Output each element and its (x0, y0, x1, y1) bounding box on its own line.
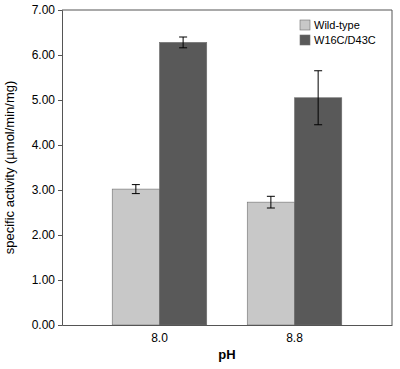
y-tick: 7.00 (32, 3, 62, 17)
bar (159, 42, 206, 325)
bar (295, 98, 342, 325)
y-tick: 6.00 (32, 48, 62, 62)
x-tick-label: 8.8 (286, 331, 303, 345)
x-tick: 8.8 (286, 331, 303, 345)
y-tick-label: 1.00 (32, 273, 56, 287)
y-tick-label: 7.00 (32, 3, 56, 17)
x-axis: 8.0 8.8 (63, 326, 393, 345)
y-tick-label: 0.00 (32, 318, 56, 332)
y-tick-label: 5.00 (32, 93, 56, 107)
y-tick-mark (58, 100, 62, 101)
y-tick-mark (58, 10, 62, 11)
y-tick: 1.00 (32, 273, 62, 287)
y-tick: 5.00 (32, 93, 62, 107)
y-tick: 2.00 (32, 228, 62, 242)
y-axis: 0.00 1.00 2.00 3.00 4.00 5.00 6.00 7.00 (32, 3, 63, 332)
y-tick-mark (58, 235, 62, 236)
x-axis-title: pH (218, 347, 235, 362)
bar-series (159, 37, 341, 325)
x-tick-label: 8.0 (151, 331, 168, 345)
y-tick-label: 6.00 (32, 48, 56, 62)
y-tick-mark (58, 190, 62, 191)
x-tick: 8.0 (151, 331, 168, 345)
y-tick-label: 2.00 (32, 228, 56, 242)
y-tick-mark (58, 325, 62, 326)
y-tick: 4.00 (32, 138, 62, 152)
legend-label: Wild-type (314, 19, 360, 31)
y-axis-title: specific activity (µmol/min/mg) (2, 81, 17, 255)
chart: 0.00 1.00 2.00 3.00 4.00 5.00 6.00 7.00 8.0 8.8 pH… (0, 0, 400, 369)
error-bar (179, 37, 187, 48)
y-axis-line (58, 11, 63, 326)
y-tick-label: 3.00 (32, 183, 56, 197)
bar (112, 189, 159, 325)
error-bar (314, 71, 322, 125)
y-tick: 0.00 (32, 318, 62, 332)
x-axis-line (63, 325, 393, 326)
legend-swatch (300, 35, 310, 45)
plot-frame (62, 10, 392, 325)
y-tick-mark (58, 145, 62, 146)
legend-swatch (300, 20, 310, 30)
legend-label: W16C/D43C (314, 34, 376, 46)
y-tick: 3.00 (32, 183, 62, 197)
bar (247, 202, 294, 325)
y-tick-mark (58, 55, 62, 56)
error-bar (267, 196, 275, 208)
legend-item: Wild-type (300, 19, 360, 31)
legend: Wild-type W16C/D43C (300, 19, 376, 46)
plot-area (112, 37, 342, 325)
y-tick-mark (58, 280, 62, 281)
error-bar (132, 185, 140, 194)
y-tick-label: 4.00 (32, 138, 56, 152)
legend-item: W16C/D43C (300, 34, 376, 46)
